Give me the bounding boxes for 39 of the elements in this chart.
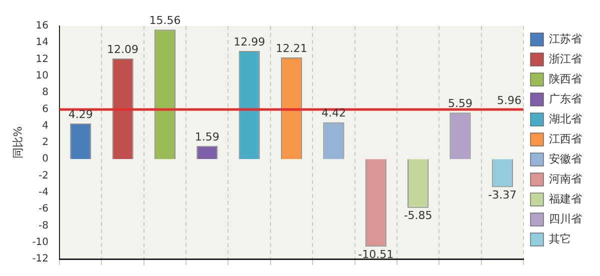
legend-label: 江苏省 — [549, 32, 582, 46]
data-label: 5.59 — [448, 96, 472, 110]
y-tick-label: 6 — [42, 104, 49, 115]
data-label: 12.99 — [234, 35, 266, 48]
legend-label: 河南省 — [549, 172, 582, 186]
legend-label: 福建省 — [549, 192, 582, 206]
data-label: 4.42 — [321, 106, 346, 120]
legend-label: 陕西省 — [549, 72, 582, 86]
y-tick-label: 10 — [36, 70, 49, 82]
legend-label: 浙江省 — [549, 52, 582, 66]
data-label: -3.37 — [488, 188, 517, 202]
y-tick-label: 12 — [36, 54, 49, 65]
y-tick-label: -8 — [38, 220, 49, 232]
y-tick-label: 8 — [42, 87, 49, 98]
y-tick-label: -4 — [38, 187, 49, 198]
legend-label: 四川省 — [549, 212, 582, 226]
y-tick-label: 0 — [42, 154, 49, 165]
ref-line-label: 5.96 — [497, 94, 522, 107]
data-label: 4.29 — [68, 108, 93, 121]
legend-label: 江西省 — [549, 132, 582, 146]
y-tick-label: 14 — [36, 37, 49, 48]
legend-label: 湖北省 — [549, 112, 582, 126]
legend-label: 广东省 — [549, 92, 582, 106]
y-tick-label: -12 — [32, 254, 49, 265]
y-tick-label: -6 — [38, 204, 49, 215]
data-label: 12.21 — [276, 42, 308, 55]
data-label: 12.09 — [107, 42, 139, 56]
y-tick-label: -2 — [38, 170, 49, 182]
y-axis-title: 同比% — [11, 126, 24, 159]
y-tick-label: 2 — [42, 137, 49, 148]
y-tick-label: -10 — [32, 236, 49, 248]
y-tick-label: 16 — [36, 20, 49, 32]
data-label: -10.51 — [358, 248, 394, 261]
y-tick-label: 4 — [42, 120, 49, 132]
data-label: -5.85 — [404, 209, 432, 222]
legend-label: 其它 — [549, 232, 571, 246]
data-label: 1.59 — [194, 130, 220, 144]
data-label: 15.56 — [149, 14, 181, 28]
legend-label: 安徽省 — [549, 152, 582, 166]
